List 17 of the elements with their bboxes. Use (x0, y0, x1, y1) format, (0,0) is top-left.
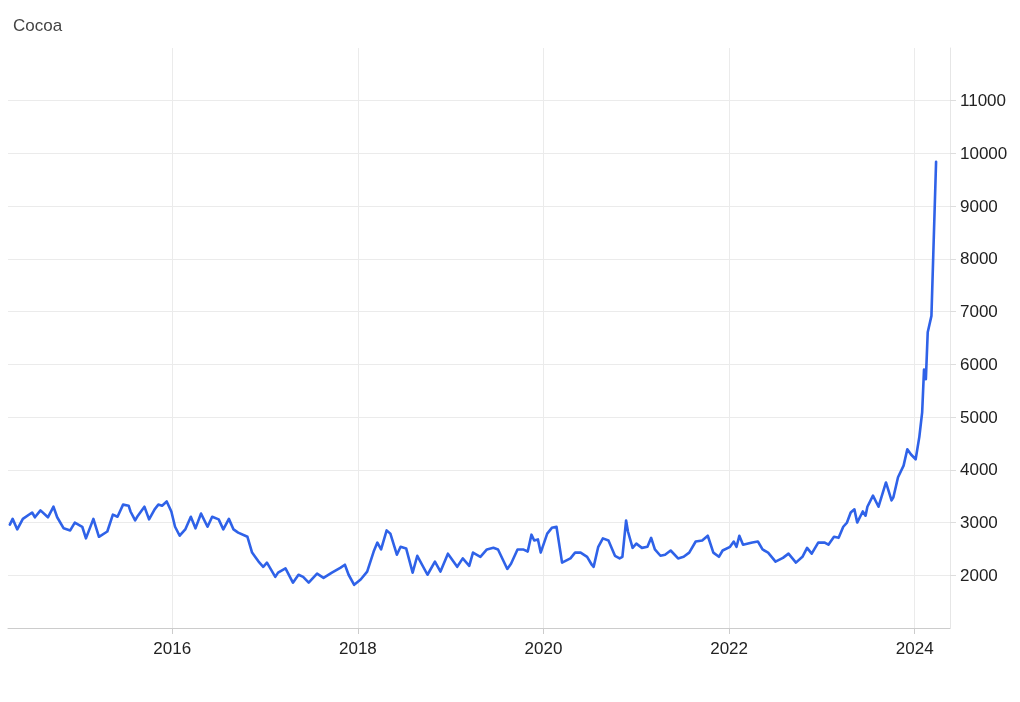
x-tick-label: 2024 (895, 639, 934, 658)
x-tick-label: 2020 (524, 639, 563, 658)
y-tick-label: 4000 (960, 460, 998, 480)
y-tick-label: 3000 (960, 513, 998, 533)
line-series (8, 160, 938, 587)
y-tick-label: 5000 (960, 407, 998, 427)
x-tick-label: 2018 (338, 639, 377, 658)
y-tick-label: 2000 (960, 565, 998, 585)
y-tick-label: 10000 (960, 143, 1008, 163)
y-tick-label: 8000 (960, 249, 998, 269)
y-tick-label: 7000 (960, 302, 998, 322)
y-tick-label: 6000 (960, 354, 998, 374)
chart-title: Cocoa (13, 16, 63, 35)
x-tick-label: 2022 (710, 639, 749, 658)
y-tick-label: 9000 (960, 196, 998, 216)
y-tick-label: 11000 (960, 91, 1007, 111)
x-tick-label: 2016 (153, 639, 192, 658)
